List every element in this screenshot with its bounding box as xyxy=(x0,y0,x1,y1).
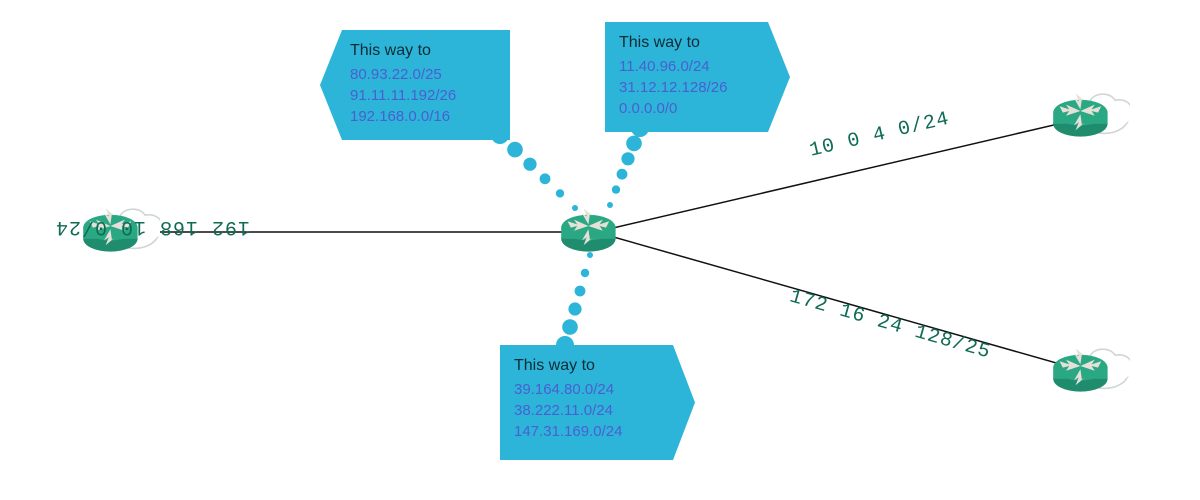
sp-right: This way to11.40.96.0/2431.12.12.128/260… xyxy=(619,32,764,119)
router-center xyxy=(558,200,638,260)
router-bottomRight xyxy=(1050,340,1130,400)
route-entry: 39.164.80.0/24 xyxy=(514,379,669,400)
route-entry: 0.0.0.0/0 xyxy=(619,98,764,119)
route-entry: 80.93.22.0/25 xyxy=(350,64,500,85)
signpost-routes: 11.40.96.0/2431.12.12.128/260.0.0.0/0 xyxy=(619,56,764,119)
route-entry: 147.31.169.0/24 xyxy=(514,421,669,442)
link-label-topRight: 10 0 4 0/24 xyxy=(807,108,952,163)
route-entry: 192.168.0.0/16 xyxy=(350,106,500,127)
signpost-title: This way to xyxy=(514,355,669,377)
route-entry: 38.222.11.0/24 xyxy=(514,400,669,421)
signpost-title: This way to xyxy=(619,32,764,54)
route-entry: 11.40.96.0/24 xyxy=(619,56,764,77)
route-entry: 31.12.12.128/26 xyxy=(619,77,764,98)
diagram-stage: 192 168 10 0/24 10 0 4 0/24 172 16 24 128/… xyxy=(0,0,1200,500)
signpost-routes: 39.164.80.0/2438.222.11.0/24147.31.169.0… xyxy=(514,379,669,442)
route-entry: 91.11.11.192/26 xyxy=(350,85,500,106)
signpost-routes: 80.93.22.0/2591.11.11.192/26192.168.0.0/… xyxy=(350,64,500,127)
link-label-bottomRight: 172 16 24 128/25 xyxy=(787,285,993,364)
link-label-left: 192 168 10 0/24 xyxy=(55,215,250,238)
sp-left: This way to80.93.22.0/2591.11.11.192/261… xyxy=(350,40,500,127)
router-topRight xyxy=(1050,85,1130,145)
sp-down: This way to39.164.80.0/2438.222.11.0/241… xyxy=(514,355,669,442)
signpost-title: This way to xyxy=(350,40,500,62)
